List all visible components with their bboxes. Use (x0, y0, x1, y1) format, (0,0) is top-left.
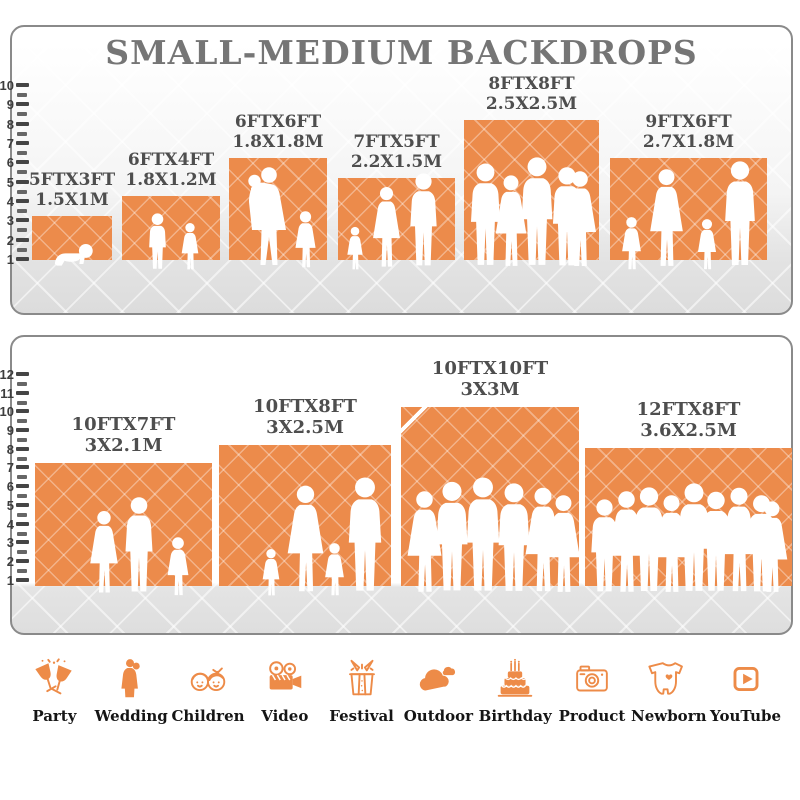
ruler-tick: 7 (0, 136, 29, 155)
category-label: Product (558, 707, 626, 725)
category-children: Children (170, 656, 247, 725)
backdrop-size-label: 8FTX8FT 2.5X2.5M (485, 73, 578, 114)
large-panel: 12 11 10 9 8 7 6 5 4 3 2 1 10FTX7FT 3X2.1… (0, 335, 793, 635)
category-label: Festival (329, 707, 394, 725)
ruler-tick: 5 (0, 498, 29, 517)
people-silhouettes (407, 477, 580, 592)
page-title: SMALL-MEDIUM BACKDROPS (105, 33, 698, 72)
clouds-icon (415, 656, 461, 702)
people-silhouettes (90, 497, 189, 596)
gift-box-icon (339, 656, 385, 702)
backdrop-size-label: 6FTX6FT 1.8X1.8M (232, 111, 324, 152)
ruler-tick: 6 (0, 479, 29, 498)
backdrop-size-label: 10FTX10FT 3X3M (431, 357, 549, 400)
category-label: Video (261, 707, 309, 725)
backdrop-size-label: 5FTX3FT 1.5X1M (28, 169, 116, 210)
party-glasses-icon (31, 656, 77, 702)
wedding-couple-icon (108, 656, 154, 702)
backdrop-canvas (32, 216, 112, 260)
category-label: Outdoor (403, 707, 474, 725)
category-label: Children (171, 707, 245, 725)
category-label: Newborn (631, 707, 707, 725)
category-row: Party Wedding Children Video Festival Ou… (16, 656, 784, 725)
ruler-tick: 7 (0, 460, 29, 479)
ruler-tick: 2 (0, 554, 29, 573)
ruler-tick: 1 (0, 252, 29, 267)
category-label: YouTube (710, 707, 782, 725)
category-birthday: Birthday (477, 656, 554, 725)
ruler-tick: 8 (0, 117, 29, 136)
backdrop-size-label: 10FTX7FT 3X2.1M (71, 413, 176, 456)
ruler-tick: 10 (0, 78, 29, 97)
people-silhouettes (248, 167, 316, 268)
backdrop-size-label: 7FTX5FT 2.2X1.5M (350, 131, 443, 172)
backdrop-size-label: 6FTX4FT 1.8X1.2M (125, 149, 217, 190)
birthday-cake-icon (492, 656, 538, 702)
backdrop-canvas (122, 196, 220, 260)
ruler-tick: 6 (0, 155, 29, 174)
category-label: Party (32, 707, 77, 725)
movie-camera-icon (262, 656, 308, 702)
category-party: Party (16, 656, 93, 725)
children-faces-icon (185, 656, 231, 702)
ruler-tick: 8 (0, 442, 29, 461)
ruler-tick: 2 (0, 233, 29, 252)
category-outdoor: Outdoor (400, 656, 477, 725)
photo-camera-icon (569, 656, 615, 702)
ruler-tick: 10 (0, 404, 29, 423)
ruler-tick: 3 (0, 213, 29, 232)
category-product: Product (554, 656, 631, 725)
people-silhouettes (262, 477, 382, 596)
small-medium-panel: SMALL-MEDIUM BACKDROPS 10 9 8 7 6 5 4 3 … (0, 25, 793, 315)
people-silhouettes (347, 173, 437, 270)
category-wedding: Wedding (93, 656, 170, 725)
ruler-tick: 4 (0, 517, 29, 536)
ruler-tick: 9 (0, 97, 29, 116)
people-silhouettes (54, 244, 93, 266)
category-video: Video (246, 656, 323, 725)
backdrop-size-label: 9FTX6FT 2.7X1.8M (642, 111, 735, 152)
baby-onesie-icon (646, 656, 692, 702)
ruler-tick: 1 (0, 573, 29, 588)
ruler-tick: 3 (0, 535, 29, 554)
people-silhouettes (149, 213, 199, 270)
category-label: Wedding (94, 707, 168, 725)
people-silhouettes (622, 161, 755, 270)
ruler-tick: 4 (0, 194, 29, 213)
category-newborn: Newborn (630, 656, 707, 725)
category-label: Birthday (478, 707, 552, 725)
category-youtube: YouTube (707, 656, 784, 725)
ruler-tick: 5 (0, 175, 29, 194)
backdrop-size-label: 10FTX8FT 3X2.5M (253, 395, 357, 438)
ruler-tick: 11 (0, 386, 29, 405)
category-festival: Festival (323, 656, 400, 725)
people-silhouettes (591, 483, 788, 592)
youtube-play-icon (723, 656, 769, 702)
ruler-tick: 12 (0, 367, 29, 386)
backdrop-size-label: 12FTX8FT 3.6X2.5M (636, 398, 741, 441)
ruler-tick: 9 (0, 423, 29, 442)
people-silhouettes (470, 157, 596, 266)
